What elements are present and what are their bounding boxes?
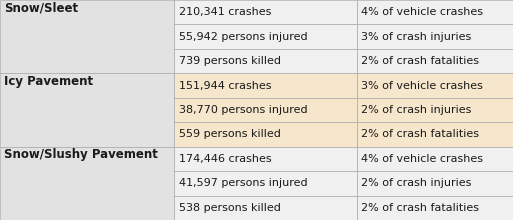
Text: 4% of vehicle crashes: 4% of vehicle crashes (361, 7, 483, 17)
Bar (357, 196, 513, 220)
Text: 38,770 persons injured: 38,770 persons injured (179, 105, 307, 115)
Text: 2% of crash fatalities: 2% of crash fatalities (361, 203, 479, 213)
Text: 2% of crash fatalities: 2% of crash fatalities (361, 129, 479, 139)
Text: 55,942 persons injured: 55,942 persons injured (179, 32, 307, 42)
Bar (0, 0, 174, 73)
Bar (174, 24, 357, 49)
Text: 210,341 crashes: 210,341 crashes (179, 7, 271, 17)
Bar (357, 0, 513, 24)
Text: 3% of crash injuries: 3% of crash injuries (361, 32, 471, 42)
Bar (0, 147, 174, 220)
Text: 3% of vehicle crashes: 3% of vehicle crashes (361, 81, 483, 91)
Text: 538 persons killed: 538 persons killed (179, 203, 281, 213)
Bar (357, 147, 513, 171)
Bar (357, 24, 513, 49)
Text: 2% of crash injuries: 2% of crash injuries (361, 178, 471, 188)
Text: 2% of crash injuries: 2% of crash injuries (361, 105, 471, 115)
Text: 4% of vehicle crashes: 4% of vehicle crashes (361, 154, 483, 164)
Text: Icy Pavement: Icy Pavement (4, 75, 93, 88)
Bar (174, 147, 357, 171)
Bar (174, 73, 357, 98)
Text: 151,944 crashes: 151,944 crashes (179, 81, 271, 91)
Bar (174, 98, 357, 122)
Bar (357, 49, 513, 73)
Text: 174,446 crashes: 174,446 crashes (179, 154, 271, 164)
Bar (357, 98, 513, 122)
Bar (357, 171, 513, 196)
Bar (357, 73, 513, 98)
Text: Snow/Slushy Pavement: Snow/Slushy Pavement (4, 148, 158, 161)
Bar (174, 196, 357, 220)
Text: 739 persons killed: 739 persons killed (179, 56, 281, 66)
Bar (174, 171, 357, 196)
Bar (357, 122, 513, 147)
Text: 41,597 persons injured: 41,597 persons injured (179, 178, 307, 188)
Bar (174, 122, 357, 147)
Text: Snow/Sleet: Snow/Sleet (4, 2, 78, 15)
Bar (174, 0, 357, 24)
Text: 2% of crash fatalities: 2% of crash fatalities (361, 56, 479, 66)
Text: 559 persons killed: 559 persons killed (179, 129, 281, 139)
Bar (0, 73, 174, 147)
Bar (174, 49, 357, 73)
